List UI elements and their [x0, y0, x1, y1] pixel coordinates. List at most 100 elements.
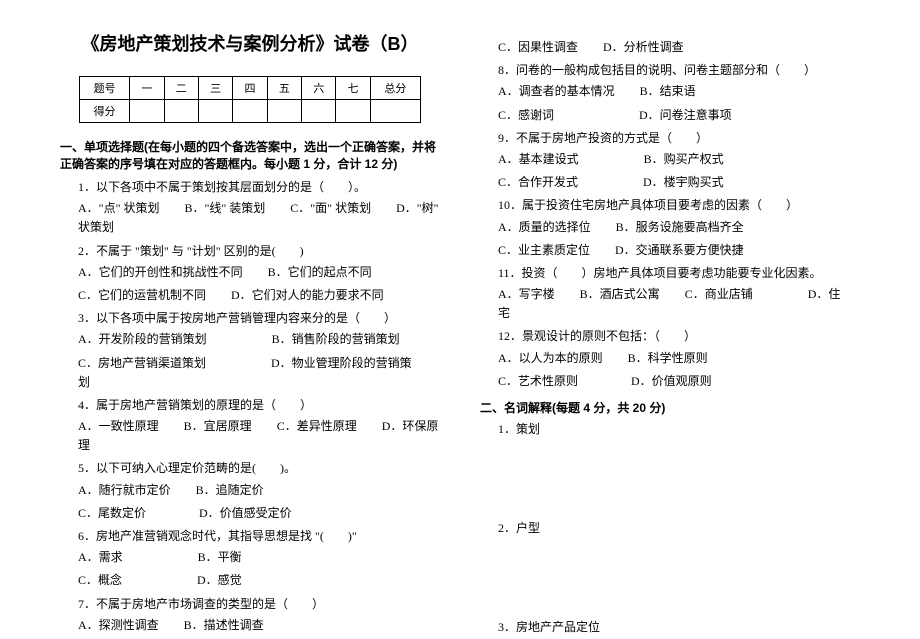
q9-c: C．合作开发式	[498, 175, 578, 189]
q6-opts-1: A．需求 B．平衡	[78, 548, 440, 567]
q8-b: B．结束语	[640, 84, 696, 98]
q12-a: A．以人为本的原则	[498, 351, 603, 365]
q2-c: C．它们的运营机制不同	[78, 288, 206, 302]
th-4: 四	[233, 77, 267, 100]
q7-opts-2: C．因果性调查 D．分析性调查	[498, 38, 860, 57]
q6-opts-2: C．概念 D．感觉	[78, 571, 440, 590]
th-2: 二	[164, 77, 198, 100]
q4: 4．属于房地产营销策划的原理的是（ ）	[78, 396, 440, 415]
q6-c: C．概念	[78, 573, 122, 587]
q3-c: C．房地产营销渠道策划	[78, 356, 206, 370]
q5-a: A．随行就市定价	[78, 483, 171, 497]
q12-d: D．价值观原则	[631, 374, 712, 388]
q10-opts-2: C．业主素质定位 D．交通联系要方便快捷	[498, 241, 860, 260]
q8-opts-1: A．调查者的基本情况 B．结束语	[498, 82, 860, 101]
th-1: 一	[130, 77, 164, 100]
cell	[164, 100, 198, 123]
score-table: 题号 一 二 三 四 五 六 七 总分 得分	[79, 76, 421, 123]
q4-b: B．宜居原理	[184, 419, 252, 433]
th-num: 题号	[80, 77, 130, 100]
q1-c: C．"面" 状策划	[290, 201, 371, 215]
q8: 8．问卷的一般构成包括目的说明、问卷主题部分和（ ）	[498, 61, 860, 80]
q7-opts-1: A．探测性调查 B．描述性调查	[78, 616, 440, 635]
th-7: 七	[336, 77, 370, 100]
q7: 7．不属于房地产市场调查的类型的是（ ）	[78, 595, 440, 614]
q7-d: D．分析性调查	[603, 40, 684, 54]
q6-b: B．平衡	[198, 550, 242, 564]
q11: 11．投资（ ）房地产具体项目要考虑功能要专业化因素。	[498, 264, 860, 283]
q3-opts-1: A．开发阶段的营销策划 B．销售阶段的营销策划	[78, 330, 440, 349]
q8-a: A．调查者的基本情况	[498, 84, 615, 98]
q2-d: D．它们对人的能力要求不同	[231, 288, 384, 302]
q2-opts-1: A．它们的开创性和挑战性不同 B．它们的起点不同	[78, 263, 440, 282]
term1: 1．策划	[498, 420, 860, 439]
cell	[233, 100, 267, 123]
th-3: 三	[198, 77, 232, 100]
q1-b: B．"线" 装策划	[184, 201, 265, 215]
q8-c: C．感谢词	[498, 108, 554, 122]
th-6: 六	[302, 77, 336, 100]
q5-b: B．追随定价	[196, 483, 264, 497]
term2: 2．户型	[498, 519, 860, 538]
q2-a: A．它们的开创性和挑战性不同	[78, 265, 243, 279]
q12-opts-2: C．艺术性原则 D．价值观原则	[498, 372, 860, 391]
q5-d: D．价值感受定价	[199, 506, 292, 520]
q7-a: A．探测性调查	[78, 618, 159, 632]
q9-d: D．楼宇购买式	[643, 175, 724, 189]
q5-opts-1: A．随行就市定价 B．追随定价	[78, 481, 440, 500]
q11-b: B．酒店式公寓	[580, 287, 660, 301]
th-5: 五	[267, 77, 301, 100]
q12: 12．景观设计的原则不包括：（ ）	[498, 327, 860, 346]
q11-opts: A．写字楼 B．酒店式公寓 C．商业店铺 D．住宅	[498, 285, 860, 323]
q3-opts-2: C．房地产营销渠道策划 D．物业管理阶段的营销策划	[78, 354, 440, 392]
q2: 2．不属于 "策划" 与 "计划" 区别的是( )	[78, 242, 440, 261]
q12-opts-1: A．以人为本的原则 B．科学性原则	[498, 349, 860, 368]
q2-opts-2: C．它们的运营机制不同 D．它们对人的能力要求不同	[78, 286, 440, 305]
q10-b: B．服务设施要高档齐全	[616, 220, 744, 234]
q6-a: A．需求	[78, 550, 123, 564]
exam-title: 《房地产策划技术与案例分析》试卷（B）	[60, 30, 440, 56]
q1-opts: A．"点" 状策划 B．"线" 装策划 C．"面" 状策划 D．"树" 状策划	[78, 199, 440, 237]
q7-c: C．因果性调查	[498, 40, 578, 54]
q4-c: C．差异性原理	[277, 419, 357, 433]
q4-a: A．一致性原理	[78, 419, 159, 433]
cell	[302, 100, 336, 123]
q8-d: D．问卷注意事项	[639, 108, 732, 122]
q10-d: D．交通联系要方便快捷	[615, 243, 744, 257]
section2-header: 二、名词解释(每题 4 分，共 20 分)	[480, 399, 860, 416]
q6: 6．房地产准营销观念时代，其指导思想是找 "( )"	[78, 527, 440, 546]
q3: 3．以下各项中属于按房地产营销管理内容来分的是（ ）	[78, 309, 440, 328]
q6-d: D．感觉	[197, 573, 242, 587]
q1: 1．以下各项中不属于策划按其层面划分的是（ ）。	[78, 178, 440, 197]
q5: 5．以下可纳入心理定价范畴的是( )。	[78, 459, 440, 478]
q5-opts-2: C．尾数定价 D．价值感受定价	[78, 504, 440, 523]
cell	[130, 100, 164, 123]
q10: 10．属于投资住宅房地产具体项目要考虑的因素（ ）	[498, 196, 860, 215]
q8-opts-2: C．感谢词 D．问卷注意事项	[498, 106, 860, 125]
q5-c: C．尾数定价	[78, 506, 146, 520]
q9: 9．不属于房地产投资的方式是（ ）	[498, 129, 860, 148]
q10-c: C．业主素质定位	[498, 243, 590, 257]
q11-c: C．商业店铺	[685, 287, 753, 301]
q9-opts-1: A．基本建设式 B．购买产权式	[498, 150, 860, 169]
q3-a: A．开发阶段的营销策划	[78, 332, 207, 346]
q9-b: B．购买产权式	[644, 152, 724, 166]
q12-b: B．科学性原则	[628, 351, 708, 365]
cell	[198, 100, 232, 123]
cell	[267, 100, 301, 123]
section1-header: 一、单项选择题(在每小题的四个备选答案中，选出一个正确答案，并将正确答案的序号填…	[60, 138, 440, 172]
cell	[336, 100, 370, 123]
q2-b: B．它们的起点不同	[268, 265, 372, 279]
q9-opts-2: C．合作开发式 D．楼宇购买式	[498, 173, 860, 192]
q12-c: C．艺术性原则	[498, 374, 578, 388]
row-score-label: 得分	[80, 100, 130, 123]
cell	[370, 100, 420, 123]
th-total: 总分	[370, 77, 420, 100]
q3-b: B．销售阶段的营销策划	[272, 332, 400, 346]
q11-a: A．写字楼	[498, 287, 555, 301]
q7-b: B．描述性调查	[184, 618, 264, 632]
q10-opts-1: A．质量的选择位 B．服务设施要高档齐全	[498, 218, 860, 237]
q4-opts: A．一致性原理 B．宜居原理 C．差异性原理 D．环保原理	[78, 417, 440, 455]
q9-a: A．基本建设式	[498, 152, 579, 166]
q1-a: A．"点" 状策划	[78, 201, 159, 215]
